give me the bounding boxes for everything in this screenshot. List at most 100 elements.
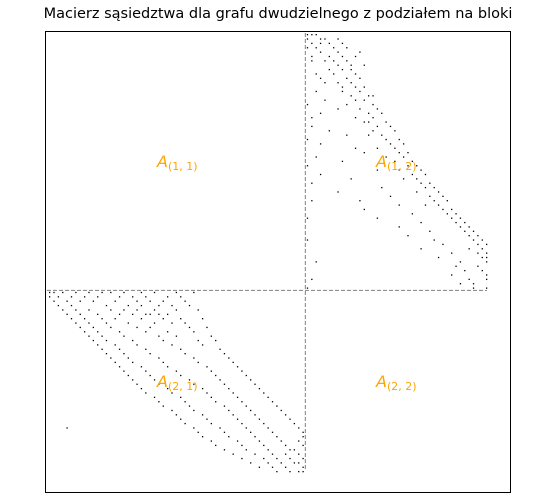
matrix-nonzero-entry xyxy=(153,396,156,399)
matrix-nonzero-entry xyxy=(136,300,138,302)
matrix-nonzero-entry xyxy=(110,291,112,294)
matrix-nonzero-entry xyxy=(319,173,322,176)
matrix-nonzero-entry xyxy=(376,147,379,149)
matrix-nonzero-entry xyxy=(127,322,129,324)
matrix-nonzero-entry xyxy=(153,322,156,324)
matrix-nonzero-entry xyxy=(354,147,357,149)
matrix-nonzero-entry xyxy=(123,309,125,311)
matrix-nonzero-entry xyxy=(254,383,256,385)
matrix-nonzero-entry xyxy=(79,313,81,315)
matrix-nonzero-entry xyxy=(175,414,178,416)
matrix-nonzero-entry xyxy=(201,344,204,346)
matrix-nonzero-entry xyxy=(66,313,68,315)
matrix-nonzero-entry xyxy=(446,213,448,215)
matrix-nonzero-entry xyxy=(363,86,365,88)
matrix-nonzero-entry xyxy=(293,422,296,425)
matrix-nonzero-entry xyxy=(57,296,60,298)
matrix-nonzero-entry xyxy=(66,300,68,302)
block-label-subscript: (2, 1) xyxy=(168,380,198,393)
matrix-nonzero-entry xyxy=(149,313,151,315)
matrix-nonzero-entry xyxy=(472,287,475,289)
matrix-nonzero-entry xyxy=(101,335,103,337)
matrix-nonzero-entry xyxy=(328,130,330,132)
matrix-nonzero-entry xyxy=(158,401,160,403)
matrix-nonzero-entry xyxy=(311,278,313,281)
matrix-nonzero-entry xyxy=(132,339,134,342)
matrix-nonzero-entry xyxy=(57,304,60,307)
matrix-nonzero-entry xyxy=(158,313,160,315)
matrix-nonzero-entry xyxy=(298,427,300,429)
matrix-nonzero-entry xyxy=(228,387,230,390)
matrix-nonzero-entry xyxy=(193,357,195,359)
matrix-nonzero-entry xyxy=(433,239,435,241)
matrix-nonzero-entry xyxy=(145,313,147,315)
matrix-nonzero-entry xyxy=(166,366,169,368)
matrix-nonzero-entry xyxy=(258,387,261,390)
matrix-nonzero-entry xyxy=(110,326,112,329)
block-label-a11: A(1, 1) xyxy=(156,152,198,173)
matrix-nonzero-entry xyxy=(184,353,186,355)
matrix-nonzero-entry xyxy=(145,370,147,372)
matrix-nonzero-entry xyxy=(319,112,322,114)
matrix-nonzero-entry xyxy=(289,471,291,473)
matrix-nonzero-entry xyxy=(223,383,226,385)
matrix-nonzero-entry xyxy=(341,68,344,71)
matrix-nonzero-entry xyxy=(451,217,453,219)
matrix-nonzero-entry xyxy=(468,226,470,228)
matrix-nonzero-entry xyxy=(363,121,365,123)
matrix-nonzero-entry xyxy=(302,431,304,433)
matrix-nonzero-entry xyxy=(324,38,326,40)
matrix-nonzero-entry xyxy=(481,269,483,272)
matrix-nonzero-entry xyxy=(359,77,361,79)
matrix-nonzero-entry xyxy=(223,431,226,433)
matrix-nonzero-entry xyxy=(232,392,234,394)
matrix-nonzero-entry xyxy=(284,453,287,455)
matrix-nonzero-entry xyxy=(416,165,418,167)
matrix-nonzero-entry xyxy=(180,296,182,298)
matrix-nonzero-entry xyxy=(241,444,243,447)
matrix-nonzero-entry xyxy=(79,300,81,302)
matrix-nonzero-entry xyxy=(123,370,125,372)
matrix-nonzero-entry xyxy=(381,112,383,114)
matrix-nonzero-entry xyxy=(271,466,274,468)
matrix-nonzero-entry xyxy=(166,387,169,390)
matrix-nonzero-entry xyxy=(372,130,374,132)
matrix-nonzero-entry xyxy=(114,318,116,320)
matrix-nonzero-entry xyxy=(132,361,134,364)
matrix-nonzero-entry xyxy=(236,396,239,399)
matrix-nonzero-entry xyxy=(363,151,365,154)
matrix-nonzero-entry xyxy=(162,361,164,364)
matrix-nonzero-entry xyxy=(105,304,108,307)
matrix-nonzero-entry xyxy=(437,191,440,193)
matrix-nonzero-entry xyxy=(289,418,291,420)
matrix-nonzero-entry xyxy=(372,103,374,106)
matrix-nonzero-entry xyxy=(437,204,440,206)
matrix-nonzero-entry xyxy=(328,55,330,58)
matrix-nonzero-entry xyxy=(92,326,94,329)
matrix-nonzero-entry xyxy=(145,331,147,333)
matrix-nonzero-entry xyxy=(180,348,182,350)
matrix-nonzero-entry xyxy=(136,344,138,346)
matrix-nonzero-entry xyxy=(241,401,243,403)
matrix-nonzero-entry xyxy=(184,322,186,324)
matrix-nonzero-entry xyxy=(180,418,182,420)
matrix-nonzero-entry xyxy=(306,239,309,241)
matrix-nonzero-entry xyxy=(481,256,483,259)
matrix-nonzero-entry xyxy=(411,160,414,163)
matrix-nonzero-entry xyxy=(346,77,348,79)
matrix-nonzero-entry xyxy=(311,117,313,119)
block-label-subscript: (1, 2) xyxy=(387,160,417,173)
matrix-nonzero-entry xyxy=(324,99,326,101)
matrix-nonzero-entry xyxy=(459,217,462,219)
matrix-nonzero-entry xyxy=(66,427,68,429)
matrix-nonzero-entry xyxy=(201,318,204,320)
matrix-nonzero-entry xyxy=(455,213,457,215)
matrix-nonzero-entry xyxy=(468,248,470,250)
matrix-nonzero-entry xyxy=(306,47,309,49)
matrix-nonzero-entry xyxy=(271,431,274,433)
matrix-nonzero-entry xyxy=(376,169,379,171)
matrix-nonzero-entry xyxy=(162,300,164,302)
matrix-nonzero-entry xyxy=(263,392,265,394)
block-label-base: A xyxy=(156,152,168,171)
